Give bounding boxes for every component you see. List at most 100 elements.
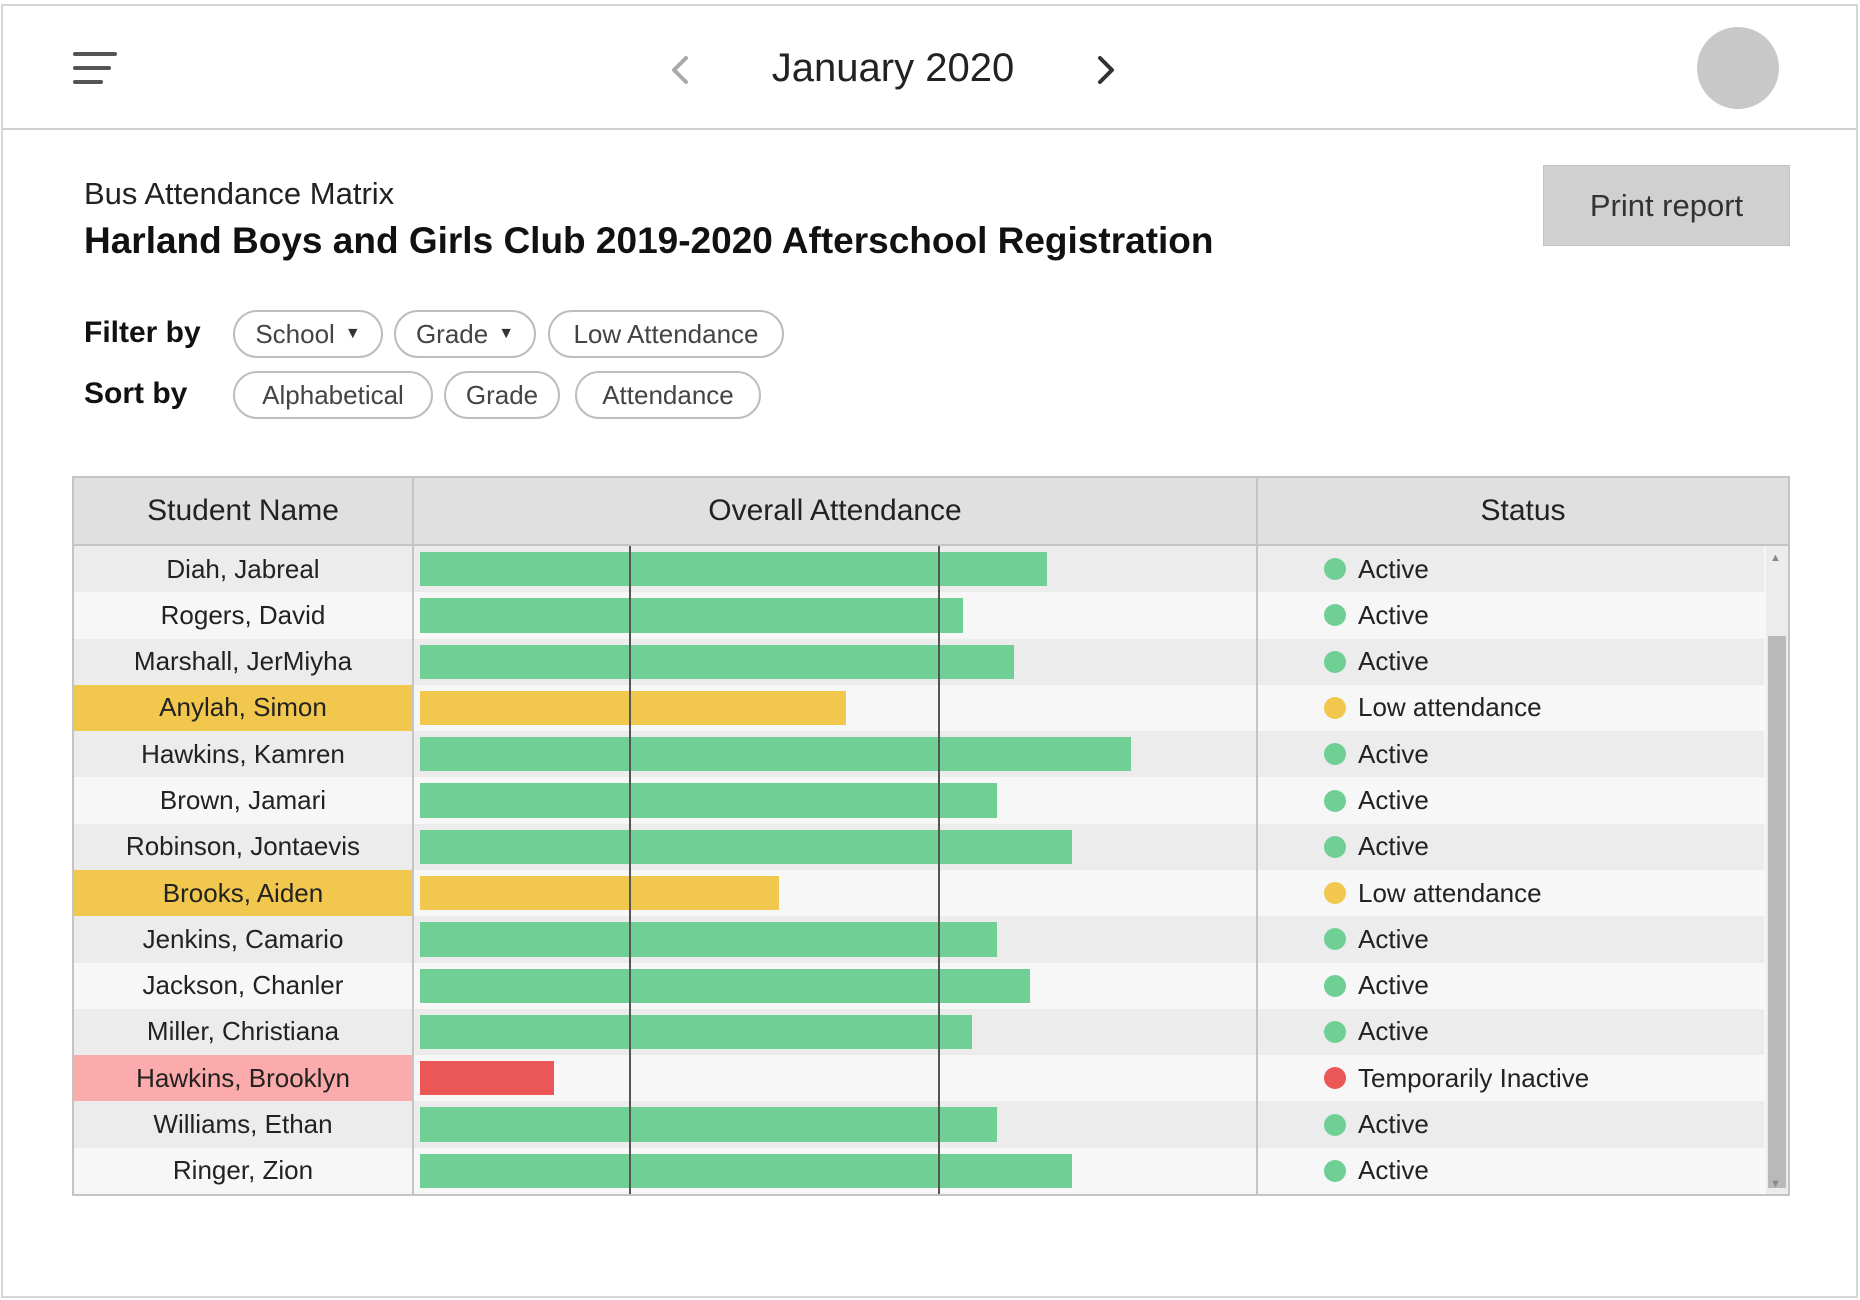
attendance-bar [420, 1014, 972, 1050]
attendance-bar [420, 1061, 554, 1096]
status-dot-icon [1324, 696, 1346, 719]
status-text: Temporarily Inactive [1358, 1062, 1590, 1093]
student-name-cell[interactable]: Anylah, Simon [74, 684, 412, 732]
student-name-cell[interactable]: Hawkins, Kamren [141, 738, 345, 769]
caret-down-icon: ▼ [344, 325, 361, 342]
chevron-left-icon[interactable] [661, 50, 701, 90]
status-cell: Active [1324, 1148, 1429, 1194]
status-cell: Temporarily Inactive [1324, 1055, 1589, 1101]
table-row[interactable]: Robinson, Jontaevis Active [74, 823, 1764, 870]
filter-school-dropdown[interactable]: School ▼ [233, 310, 383, 358]
sort-attendance-chip[interactable]: Attendance [575, 371, 761, 419]
top-bar: January 2020 [3, 6, 1856, 130]
status-text: Low attendance [1358, 877, 1542, 908]
table-row[interactable]: Williams, Ethan Active [74, 1101, 1764, 1148]
hamburger-icon[interactable] [73, 50, 117, 86]
status-text: Active [1358, 831, 1429, 862]
caret-down-icon: ▼ [498, 325, 515, 342]
status-cell: Active [1324, 824, 1429, 870]
status-cell: Active [1324, 546, 1429, 592]
status-text: Low attendance [1358, 692, 1542, 723]
scroll-down-icon[interactable]: ▼ [1770, 1178, 1781, 1190]
status-text: Active [1358, 1016, 1429, 1047]
attendance-bar [420, 1153, 1073, 1188]
status-cell: Active [1324, 777, 1429, 823]
student-name-cell[interactable]: Ringer, Zion [172, 1155, 314, 1186]
attendance-bar [420, 737, 1131, 772]
status-cell: Active [1324, 1101, 1429, 1147]
table-row[interactable]: Jenkins, Camario Active [74, 916, 1764, 963]
table-row[interactable]: Brooks, Aiden Low attendance [74, 870, 1764, 917]
status-dot-icon [1324, 789, 1346, 812]
status-dot-icon [1324, 882, 1346, 905]
student-name-cell[interactable]: Jackson, Chanler [142, 970, 344, 1001]
column-header-status[interactable]: Status [1480, 494, 1566, 527]
student-name-cell[interactable]: Jenkins, Camario [142, 923, 344, 954]
chip-label: Grade [415, 318, 489, 349]
table-header: Student Name Overall Attendance Status [74, 478, 1788, 546]
student-name-cell[interactable]: Hawkins, Brooklyn [74, 1055, 412, 1102]
student-name-cell[interactable]: Diah, Jabreal [166, 553, 320, 584]
chip-label: Low Attendance [573, 318, 759, 349]
app-frame [1, 4, 1858, 1298]
sort-label: Sort by [84, 377, 188, 410]
avatar[interactable] [1697, 27, 1779, 109]
table-row[interactable]: Diah, Jabreal Active [74, 546, 1764, 593]
attendance-bar [420, 690, 847, 726]
chip-label: Grade [465, 379, 539, 410]
table-row[interactable]: Hawkins, Brooklyn Temporarily Inactive [74, 1055, 1764, 1102]
scrollbar-thumb[interactable] [1768, 636, 1786, 1188]
status-cell: Active [1324, 1009, 1429, 1055]
filter-grade-dropdown[interactable]: Grade ▼ [394, 310, 536, 358]
status-cell: Active [1324, 639, 1429, 685]
attendance-bar [420, 922, 997, 957]
status-dot-icon [1324, 928, 1346, 951]
student-name-cell[interactable]: Brown, Jamari [159, 785, 327, 816]
student-name-cell[interactable]: Brooks, Aiden [74, 870, 412, 917]
student-name-cell[interactable]: Marshall, JerMiyha [133, 646, 353, 677]
current-month: January 2020 [771, 46, 1015, 90]
status-dot-icon [1324, 1159, 1346, 1182]
status-text: Active [1358, 923, 1429, 954]
status-dot-icon [1324, 743, 1346, 766]
filter-low-attendance-chip[interactable]: Low Attendance [548, 310, 784, 358]
table-row[interactable]: Miller, Christiana Active [74, 1008, 1764, 1056]
table-row[interactable]: Hawkins, Kamren Active [74, 731, 1764, 778]
table-row[interactable]: Ringer, Zion Active [74, 1148, 1764, 1194]
column-header-student-name[interactable]: Student Name [147, 494, 339, 527]
status-cell: Active [1324, 916, 1429, 962]
status-dot-icon [1324, 1020, 1346, 1043]
status-text: Active [1358, 785, 1429, 816]
student-name-cell[interactable]: Rogers, David [160, 599, 326, 630]
student-name-cell[interactable]: Miller, Christiana [146, 1016, 340, 1047]
sort-grade-chip[interactable]: Grade [444, 371, 560, 419]
status-cell: Low attendance [1324, 870, 1542, 916]
sort-alphabetical-chip[interactable]: Alphabetical [233, 371, 433, 419]
table-row[interactable]: Brown, Jamari Active [74, 777, 1764, 823]
attendance-bar [420, 968, 1031, 1003]
status-text: Active [1358, 970, 1429, 1001]
chevron-right-icon[interactable] [1085, 50, 1125, 90]
table-row[interactable]: Marshall, JerMiyha Active [74, 638, 1764, 685]
attendance-reference-line [938, 546, 941, 1194]
attendance-bar [420, 783, 997, 818]
status-text: Active [1358, 1109, 1429, 1140]
student-name-cell[interactable]: Williams, Ethan [153, 1109, 333, 1140]
status-dot-icon [1324, 650, 1346, 673]
student-name-cell[interactable]: Robinson, Jontaevis [125, 831, 361, 862]
status-cell: Active [1324, 731, 1429, 777]
column-divider [1256, 478, 1258, 1194]
table-row[interactable]: Rogers, David Active [74, 592, 1764, 638]
status-cell: Active [1324, 592, 1429, 638]
attendance-reference-line [629, 546, 631, 1194]
table-row[interactable]: Jackson, Chanler Active [74, 963, 1764, 1009]
status-dot-icon [1324, 835, 1346, 858]
attendance-bar [420, 598, 964, 633]
print-report-button[interactable]: Print report [1543, 165, 1790, 246]
scroll-up-icon[interactable]: ▲ [1770, 552, 1781, 564]
status-dot-icon [1324, 558, 1346, 581]
column-header-overall-attendance[interactable]: Overall Attendance [708, 494, 962, 527]
table-row[interactable]: Anylah, Simon Low attendance [74, 684, 1764, 732]
attendance-bar [420, 644, 1014, 679]
status-text: Active [1358, 553, 1429, 584]
